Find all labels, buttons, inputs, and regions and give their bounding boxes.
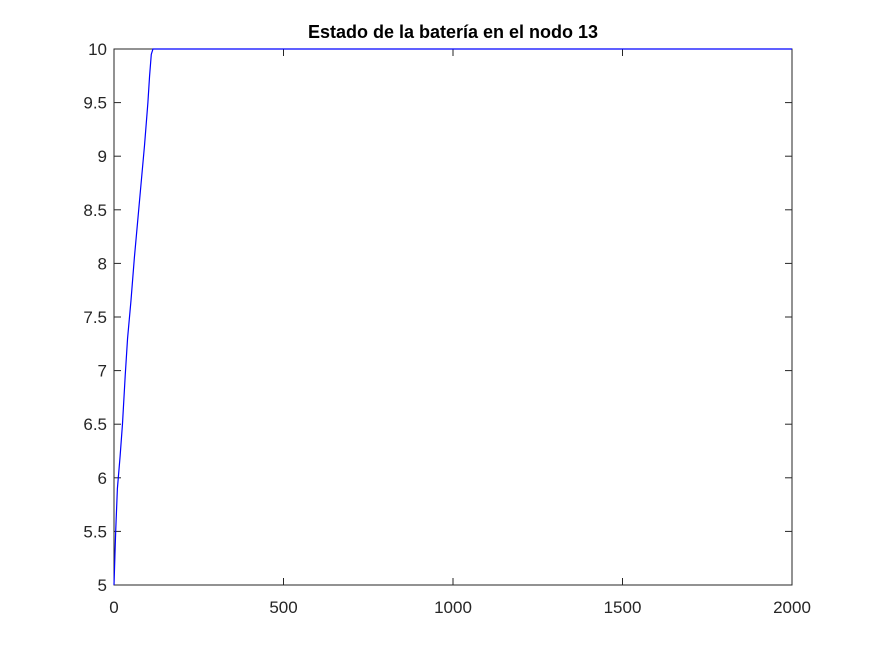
y-tick-label: 8.5	[83, 201, 107, 220]
x-tick-label: 1000	[434, 598, 472, 617]
battery-series-line	[113, 48, 792, 586]
y-tick-label: 5.5	[83, 522, 107, 541]
y-tick-label: 6.5	[83, 415, 107, 434]
x-tick-label: 0	[109, 598, 118, 617]
y-tick-label: 10	[88, 40, 107, 59]
y-tick-label: 6	[98, 469, 107, 488]
x-tick-label: 2000	[773, 598, 811, 617]
chart-title: Estado de la batería en el nodo 13	[308, 22, 598, 42]
plot-area: 0 500 1000 1500 2000 5 5.5 6 6.5 7 7.5 8 8.5 9 9.5 10	[83, 40, 811, 617]
x-tick-label: 1500	[604, 598, 642, 617]
y-tick-label: 9.5	[83, 94, 107, 113]
x-tick-label: 500	[269, 598, 297, 617]
y-tick-label: 8	[98, 254, 107, 273]
y-tick-label: 9	[98, 147, 107, 166]
y-tick-label: 5	[98, 576, 107, 595]
y-tick-label: 7	[98, 362, 107, 381]
y-tick-label: 7.5	[83, 308, 107, 327]
